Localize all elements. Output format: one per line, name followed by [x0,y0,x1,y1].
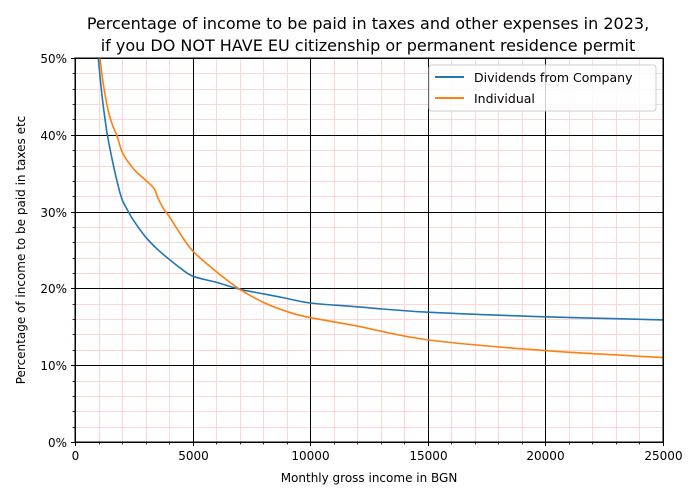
y-tick-label: 30% [40,206,67,220]
x-tick-label: 20000 [526,449,564,463]
y-tick-label: 40% [40,129,67,143]
legend: Dividends from Company Individual [428,64,657,112]
y-tick-label: 0% [48,436,67,450]
y-tick-label: 20% [40,282,67,296]
y-tick-label: 10% [40,359,67,373]
legend-label-dividends: Dividends from Company [474,70,633,85]
chart-title-line-2: if you DO NOT HAVE EU citizenship or per… [101,36,636,55]
series-line-dividends [97,58,663,321]
x-tick-label: 0 [72,449,80,463]
series-lines [97,58,663,359]
legend-label-individual: Individual [474,91,535,106]
major-gridlines [75,58,664,443]
y-tick-label: 50% [40,52,67,66]
chart-title-line-1: Percentage of income to be paid in taxes… [87,14,649,33]
x-axis-label: Monthly gross income in BGN [281,471,458,485]
legend-box [428,64,657,112]
plot-frame [74,57,664,443]
x-tick-label: 15000 [409,449,447,463]
x-tick-label: 5000 [178,449,209,463]
minor-gridlines [75,58,664,443]
y-axis-label: Percentage of income to be paid in taxes… [14,116,28,385]
x-tick-label: 25000 [644,449,682,463]
y-axis-ticks: 0% 10% 20% 30% 40% 50% [40,52,75,450]
series-line-individual [99,58,663,359]
x-axis-ticks: 0 5000 10000 15000 20000 25000 [72,442,683,463]
x-tick-label: 10000 [291,449,329,463]
